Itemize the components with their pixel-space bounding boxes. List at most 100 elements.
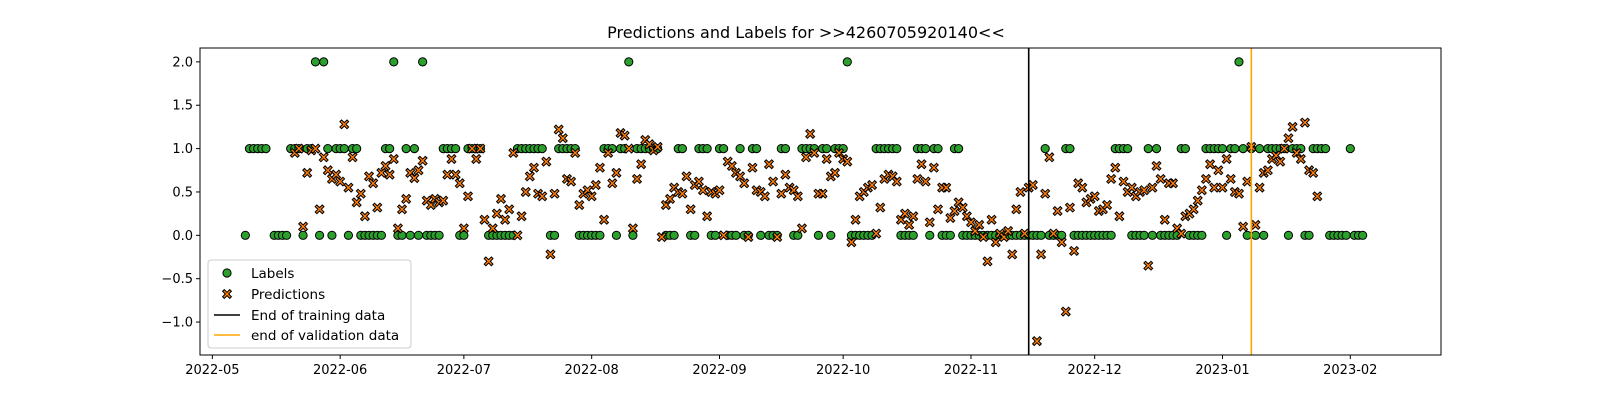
labels-point bbox=[1217, 143, 1228, 154]
labels-point bbox=[451, 143, 461, 154]
legend-labels-swatch bbox=[222, 268, 232, 278]
labels-point bbox=[624, 57, 634, 67]
predictions-point bbox=[1035, 249, 1047, 260]
labels-point bbox=[1259, 230, 1269, 240]
predictions-point bbox=[520, 186, 531, 198]
predictions-point bbox=[541, 156, 552, 167]
predictions-point bbox=[586, 191, 597, 202]
labels-point bbox=[1123, 143, 1133, 154]
predictions-point bbox=[656, 231, 667, 243]
predictions-point bbox=[763, 159, 775, 170]
predictions-point bbox=[611, 167, 622, 178]
predictions-point bbox=[685, 204, 696, 215]
predictions-point bbox=[1040, 188, 1051, 199]
legend: Labels Predictions End of training data end… bbox=[207, 259, 412, 349]
predictions-point bbox=[974, 219, 985, 231]
predictions-point bbox=[458, 223, 469, 234]
predictions-point bbox=[932, 204, 944, 215]
y-tick-label: 2.0 bbox=[172, 55, 193, 70]
predictions-point bbox=[524, 171, 535, 182]
predictions-point bbox=[537, 191, 548, 202]
predictions-point bbox=[693, 176, 704, 187]
labels-point bbox=[780, 143, 791, 154]
predictions-point bbox=[726, 160, 737, 172]
predictions-point bbox=[409, 172, 420, 184]
predictions-point bbox=[846, 237, 857, 248]
x-tick-label: 2022-05 bbox=[185, 363, 239, 378]
predictions-point bbox=[483, 256, 494, 267]
x-tick-label: 2022-08 bbox=[565, 363, 619, 378]
predictions-point bbox=[734, 171, 746, 182]
predictions-point bbox=[380, 160, 391, 172]
predictions-point bbox=[871, 228, 882, 239]
labels-point bbox=[339, 143, 349, 154]
y-tick-label: 1.5 bbox=[172, 99, 193, 114]
predictions-point bbox=[392, 223, 404, 234]
labels-point bbox=[826, 230, 836, 240]
labels-point bbox=[1341, 230, 1351, 240]
predictions-point bbox=[767, 176, 779, 187]
predictions-point bbox=[351, 197, 362, 208]
predictions-point bbox=[1217, 182, 1228, 193]
labels-point bbox=[611, 230, 622, 240]
labels-point bbox=[261, 143, 271, 154]
predictions-point bbox=[396, 204, 408, 215]
predictions-point bbox=[347, 152, 358, 163]
predictions-point bbox=[372, 202, 383, 213]
x-tick-label: 2023-01 bbox=[1195, 363, 1249, 378]
predictions-point bbox=[1213, 165, 1224, 176]
predictions-point bbox=[829, 167, 841, 178]
predictions-point bbox=[603, 147, 614, 159]
labels-point bbox=[1040, 143, 1050, 154]
predictions-point bbox=[388, 153, 399, 165]
y-tick-label: −0.5 bbox=[161, 272, 193, 287]
predictions-point bbox=[376, 167, 387, 178]
predictions-point bbox=[479, 214, 490, 225]
legend-box bbox=[207, 259, 412, 349]
y-tick-label: −1.0 bbox=[161, 316, 193, 331]
labels-point bbox=[549, 230, 560, 240]
chart-title: Predictions and Labels for >>42607059201… bbox=[607, 23, 1005, 42]
labels-point bbox=[1139, 230, 1149, 240]
predictions-point bbox=[821, 153, 832, 165]
labels-point bbox=[735, 143, 745, 154]
predictions-point bbox=[310, 143, 321, 154]
y-tick-label: 1.0 bbox=[172, 142, 193, 157]
predictions-point bbox=[1048, 228, 1059, 239]
labels-point bbox=[397, 230, 407, 240]
predictions-point bbox=[986, 214, 997, 225]
predictions-point bbox=[697, 185, 709, 196]
legend-label: end of validation data bbox=[251, 328, 399, 344]
predictions-point bbox=[318, 152, 329, 163]
predictions-point bbox=[1225, 173, 1236, 185]
labels-point bbox=[310, 57, 321, 67]
predictions-point bbox=[1283, 133, 1294, 144]
legend-label: Labels bbox=[251, 266, 294, 282]
predictions-point bbox=[1287, 121, 1298, 133]
predictions-point bbox=[631, 173, 643, 185]
predictions-point bbox=[982, 256, 993, 267]
x-tick-label: 2022-11 bbox=[944, 363, 998, 378]
predictions-point bbox=[1052, 205, 1063, 217]
predictions-point bbox=[780, 169, 791, 180]
labels-point bbox=[892, 143, 902, 154]
axis-ticks: 2022-05 2022-06 2022-07 2022-08 2022-09 2022-… bbox=[161, 55, 1377, 378]
labels-point bbox=[822, 143, 832, 154]
predictions-point bbox=[747, 162, 758, 173]
predictions-point bbox=[1221, 153, 1232, 165]
labels-point bbox=[595, 230, 605, 240]
labels-point bbox=[537, 143, 547, 154]
predictions-point bbox=[1295, 153, 1306, 165]
predictions-point bbox=[1031, 336, 1043, 347]
labels-point bbox=[731, 230, 741, 240]
predictions-point bbox=[817, 188, 828, 199]
predictions-point bbox=[1279, 143, 1290, 154]
labels-point bbox=[1283, 230, 1294, 240]
predictions-point bbox=[314, 204, 325, 215]
labels-point bbox=[1320, 143, 1331, 154]
predictions-point bbox=[495, 193, 507, 205]
predictions-point bbox=[574, 199, 585, 211]
predictions-point bbox=[1114, 211, 1125, 222]
y-tick-label: 0.0 bbox=[172, 229, 193, 244]
